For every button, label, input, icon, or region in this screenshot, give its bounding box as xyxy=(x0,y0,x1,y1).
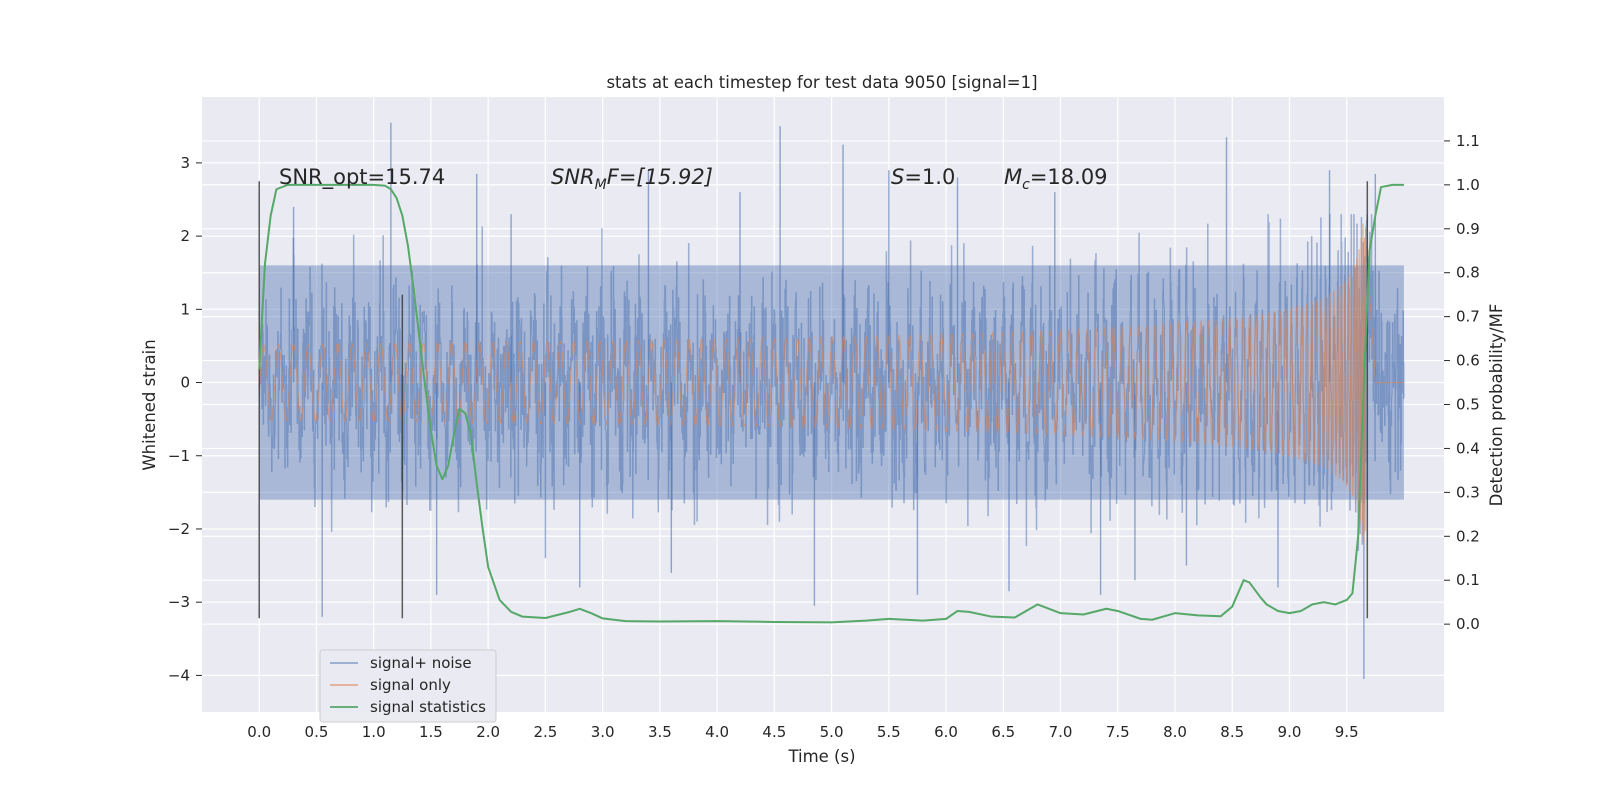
y2-tick-label: 0.5 xyxy=(1456,396,1480,414)
x-tick-label: 4.0 xyxy=(705,723,729,741)
x-tick-label: 9.0 xyxy=(1278,723,1302,741)
y-tick-label: 2 xyxy=(180,227,190,245)
series-signal-statistics xyxy=(258,183,1404,624)
x-tick-label: 0.0 xyxy=(247,723,271,741)
y2-tick-label: 0.4 xyxy=(1456,439,1480,457)
legend-box xyxy=(319,649,497,723)
y-tick-label: −2 xyxy=(168,520,190,538)
legend-label-noise: signal+ noise xyxy=(370,654,472,672)
x-tick-label: 3.5 xyxy=(648,723,672,741)
y2-axis-label: Detection probability/MF xyxy=(1487,304,1506,507)
annotation-snr-opt: SNR_opt=15.74 xyxy=(279,165,445,190)
signal-plus-noise-core xyxy=(259,265,1404,500)
y2-tick-label: 0.6 xyxy=(1456,352,1480,370)
y-axis-label: Whitened strain xyxy=(140,339,159,470)
x-tick-label: 5.0 xyxy=(820,723,844,741)
annotation-snr-mf: SNRMF=[15.92] xyxy=(551,165,713,193)
grid xyxy=(202,97,1444,712)
x-tick-label: 8.0 xyxy=(1163,723,1187,741)
y2-tick-label: 0.0 xyxy=(1456,615,1480,633)
ticks: 0.0 0.5 1.0 1.5 2.0 2.5 3.0 3.5 4.0 4.5 5.0 5.5 6.0 6… xyxy=(168,132,1480,741)
x-tick-label: 2.0 xyxy=(476,723,500,741)
x-tick-label: 7.0 xyxy=(1049,723,1073,741)
y-tick-label: 0 xyxy=(180,374,190,392)
x-tick-label: 1.5 xyxy=(419,723,443,741)
x-tick-label: 6.5 xyxy=(991,723,1015,741)
legend-label-stats: signal statistics xyxy=(370,698,486,716)
annotation-s-rest: =1.0 xyxy=(904,165,955,189)
annotation-s-italic: S xyxy=(891,165,904,189)
annotation-mc-rest: =18.09 xyxy=(1030,165,1108,189)
x-tick-label: 3.0 xyxy=(591,723,615,741)
y2-tick-label: 0.8 xyxy=(1456,264,1480,282)
x-tick-label: 0.5 xyxy=(305,723,329,741)
x-tick-label: 9.5 xyxy=(1335,723,1359,741)
annotation-mc-base: M xyxy=(1004,165,1022,189)
y2-tick-label: 1.1 xyxy=(1456,132,1480,150)
chart-title: stats at each timestep for test data 905… xyxy=(606,73,1037,92)
signal-statistics-line xyxy=(258,183,1404,624)
annotation-snr-mf-base: SNR xyxy=(551,165,595,189)
legend-label-signal: signal only xyxy=(370,676,451,694)
vertical-markers xyxy=(258,181,1369,619)
x-axis-label: Time (s) xyxy=(787,747,855,766)
annotation-snr-mf-sub: M xyxy=(595,177,607,193)
y-tick-label: 3 xyxy=(180,154,190,172)
y-tick-label: −4 xyxy=(168,666,190,684)
x-tick-label: 7.5 xyxy=(1106,723,1130,741)
y2-tick-label: 0.7 xyxy=(1456,308,1480,326)
x-tick-label: 6.0 xyxy=(934,723,958,741)
series-signal-only xyxy=(258,223,1404,543)
annotation-s: S=1.0 xyxy=(891,165,955,189)
x-tick-label: 4.5 xyxy=(762,723,786,741)
y2-tick-label: 0.1 xyxy=(1456,571,1480,589)
x-tick-label: 8.5 xyxy=(1220,723,1244,741)
y-tick-label: 1 xyxy=(180,300,190,318)
y-tick-label: −1 xyxy=(168,447,190,465)
y2-tick-label: 0.9 xyxy=(1456,220,1480,238)
annotation-snr-mf-rest: F=[15.92] xyxy=(607,165,713,189)
y-tick-label: −3 xyxy=(168,593,190,611)
legend: signal+ noise signal only signal statist… xyxy=(319,649,497,723)
x-tick-label: 5.5 xyxy=(877,723,901,741)
y2-tick-label: 0.2 xyxy=(1456,527,1480,545)
x-tick-label: 2.5 xyxy=(533,723,557,741)
annotation-mc: Mc=18.09 xyxy=(1004,165,1108,193)
x-tick-label: 1.0 xyxy=(362,723,386,741)
y2-tick-label: 1.0 xyxy=(1456,176,1480,194)
annotation-mc-sub: c xyxy=(1022,177,1030,193)
y2-tick-label: 0.3 xyxy=(1456,483,1480,501)
signal-only-trace xyxy=(258,223,1404,543)
